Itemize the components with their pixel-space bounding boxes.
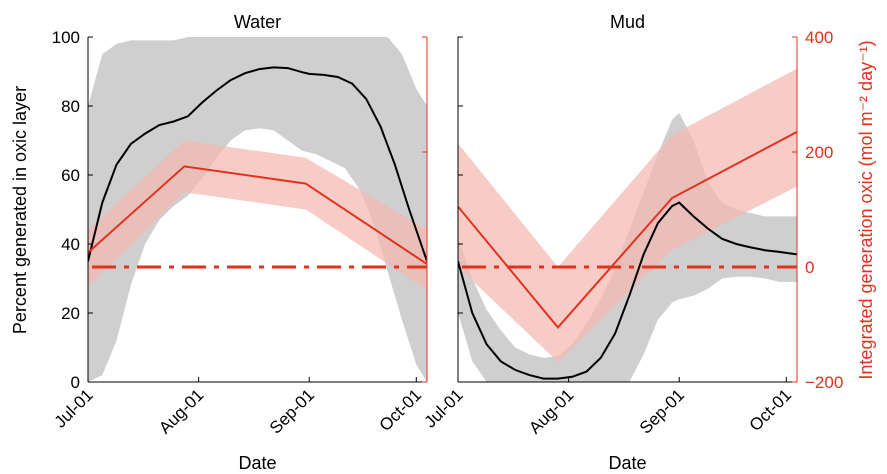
y-axis-left-label: Percent generated in oxic layer — [10, 86, 30, 334]
generation-uncertainty-band — [458, 68, 797, 362]
left-tick-label: 100 — [52, 28, 80, 47]
left-tick-label: 20 — [61, 304, 80, 323]
percent-oxic-line — [88, 66, 427, 262]
panel-mud: −200 0 200 400 Jul-01 Aug-01 Sep-01 Oct-01 Mud Da… — [421, 12, 844, 473]
right-tick-label: −200 — [805, 373, 843, 392]
x-tick-label: Jul-01 — [421, 385, 467, 431]
y-axis-right-label: Integrated generation oxic (mol m⁻² day⁻… — [856, 40, 876, 379]
plot-area — [458, 68, 797, 382]
generation-oxic-line — [88, 165, 427, 265]
right-tick-label: 0 — [805, 258, 814, 277]
x-tick-label: Aug-01 — [155, 385, 207, 437]
right-tick-label: 200 — [805, 143, 833, 162]
y-axis-right-label-text: Integrated generation oxic (mol m⁻² day⁻… — [856, 40, 876, 379]
left-tick-label: 80 — [61, 97, 80, 116]
percent-uncertainty-band — [88, 37, 427, 382]
percent-oxic-line — [458, 201, 797, 380]
x-axis-label: Date — [608, 453, 646, 473]
panel-title: Mud — [610, 12, 645, 32]
x-axis-label: Date — [238, 453, 276, 473]
plot-area — [88, 37, 427, 382]
panel-water: 0 20 40 60 80 100 Jul-01 Aug-01 Sep-01 Oct-01 Wate… — [51, 12, 428, 473]
left-tick-label: 40 — [61, 235, 80, 254]
x-tick-label: Oct-01 — [376, 385, 426, 435]
x-tick-label: Sep-01 — [636, 385, 688, 437]
panel-title: Water — [234, 12, 281, 32]
x-tick-label: Oct-01 — [746, 385, 796, 435]
x-tick-label: Sep-01 — [266, 385, 318, 437]
left-tick-label: 0 — [71, 373, 80, 392]
x-tick-label: Jul-01 — [51, 385, 97, 431]
right-tick-label: 400 — [805, 28, 833, 47]
generation-oxic-line — [458, 131, 797, 329]
left-tick-label: 60 — [61, 166, 80, 185]
x-tick-label: Aug-01 — [525, 385, 577, 437]
